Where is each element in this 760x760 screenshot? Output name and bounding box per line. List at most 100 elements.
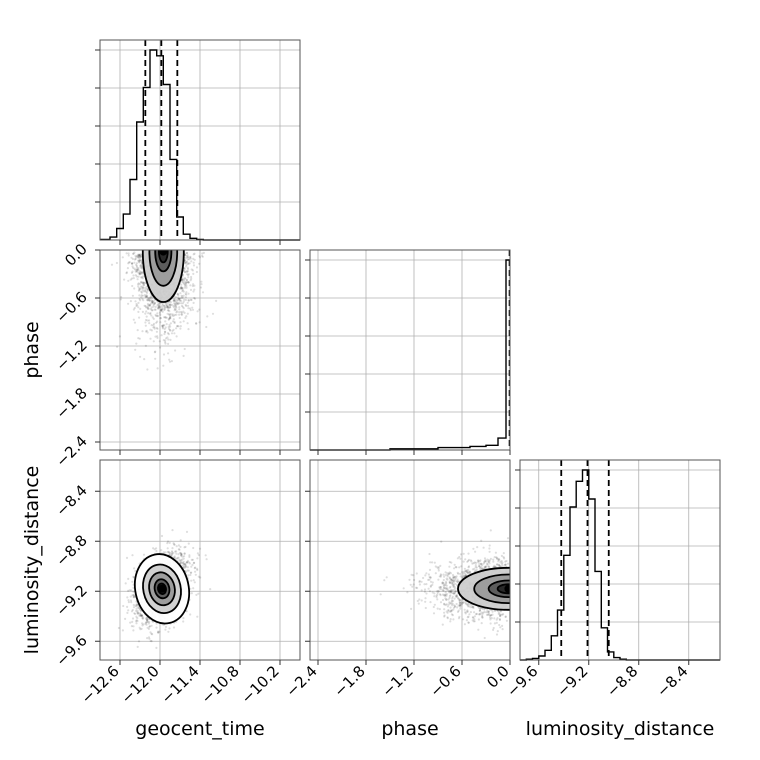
scatter-point <box>161 324 164 327</box>
scatter-point <box>504 563 507 566</box>
scatter-point <box>483 557 487 560</box>
scatter-point <box>174 349 177 352</box>
scatter-point <box>198 262 201 265</box>
scatter-point <box>139 613 142 617</box>
scatter-point <box>167 309 170 312</box>
scatter-point <box>138 271 141 274</box>
scatter-point <box>195 270 198 274</box>
scatter-point <box>496 630 499 633</box>
scatter-point <box>156 631 160 634</box>
scatter-point <box>452 579 455 582</box>
scatter-point <box>485 613 489 617</box>
scatter-point <box>442 585 445 588</box>
scatter-point <box>442 582 445 585</box>
scatter-point <box>146 288 149 291</box>
scatter-point <box>154 305 157 308</box>
scatter-point <box>125 252 128 255</box>
scatter-point <box>479 608 482 611</box>
scatter-point <box>138 259 141 262</box>
scatter-point <box>172 314 175 317</box>
scatter-point <box>161 302 164 305</box>
scatter-point <box>477 559 480 562</box>
scatter-point <box>145 621 148 624</box>
scatter-point <box>153 301 157 305</box>
scatter-point <box>176 325 179 328</box>
data-layer <box>100 40 720 661</box>
scatter-point <box>179 287 182 290</box>
scatter-point <box>128 589 131 592</box>
scatter-point <box>159 321 162 324</box>
scatter-point <box>183 271 186 274</box>
scatter-point <box>166 542 169 545</box>
scatter-point <box>139 609 142 613</box>
scatter-point <box>446 616 449 619</box>
scatter-point <box>174 308 177 311</box>
panel-background-1-1 <box>310 250 510 450</box>
scatter-point <box>181 278 184 281</box>
scatter-point <box>150 299 153 302</box>
scatter-point <box>205 325 208 329</box>
scatter-point <box>499 561 502 564</box>
scatter-point <box>142 281 145 284</box>
scatter-point <box>454 590 457 593</box>
scatter-point <box>156 304 159 307</box>
scatter-point <box>181 281 184 284</box>
scatter-point <box>130 271 133 274</box>
scatter-point <box>134 268 137 271</box>
scatter-point <box>174 550 177 553</box>
scatter-point <box>131 265 134 268</box>
scatter-point <box>144 621 148 624</box>
scatter-point <box>167 352 170 355</box>
scatter-point <box>141 624 144 627</box>
scatter-point <box>138 288 141 291</box>
scatter-point <box>164 339 167 342</box>
scatter-point <box>489 616 492 619</box>
scatter-point <box>178 558 181 561</box>
scatter-point <box>151 316 154 319</box>
scatter-point <box>459 604 462 607</box>
scatter-point <box>127 302 130 305</box>
scatter-point <box>180 311 183 314</box>
scatter-point <box>137 256 140 259</box>
scatter-point <box>182 562 185 565</box>
scatter-point <box>184 252 187 255</box>
scatter-point <box>149 337 152 340</box>
scatter-point <box>496 563 499 566</box>
scatter-point <box>492 558 495 561</box>
scatter-point <box>140 272 143 275</box>
scatter-point <box>449 594 452 597</box>
scatter-point <box>187 304 190 307</box>
scatter-point <box>168 541 171 545</box>
scatter-point <box>484 565 487 568</box>
scatter-point <box>139 299 142 302</box>
scatter-point <box>448 571 451 574</box>
scatter-point <box>155 549 158 553</box>
scatter-point <box>486 558 489 561</box>
scatter-point <box>185 270 189 274</box>
scatter-point <box>192 253 195 256</box>
scatter-point <box>130 601 133 604</box>
scatter-point <box>161 310 164 313</box>
scatter-point <box>180 559 183 562</box>
scatter-point <box>168 551 171 554</box>
scatter-point <box>134 300 137 303</box>
scatter-point <box>462 552 465 555</box>
scatter-point <box>188 258 191 261</box>
scatter-point <box>166 547 169 550</box>
scatter-point <box>462 618 465 621</box>
scatter-point <box>183 552 186 555</box>
scatter-point <box>146 298 149 301</box>
scatter-point <box>154 357 157 360</box>
scatter-point <box>135 609 138 613</box>
scatter-point <box>434 565 437 568</box>
scatter-point <box>168 304 171 307</box>
scatter-point <box>465 610 468 613</box>
scatter-point <box>498 618 501 621</box>
scatter-point <box>174 304 177 307</box>
scatter-point <box>132 593 136 597</box>
scatter-point <box>475 612 478 616</box>
scatter-point <box>147 307 150 310</box>
scatter-point <box>151 309 154 312</box>
scatter-point <box>142 282 145 285</box>
scatter-point <box>191 563 194 567</box>
